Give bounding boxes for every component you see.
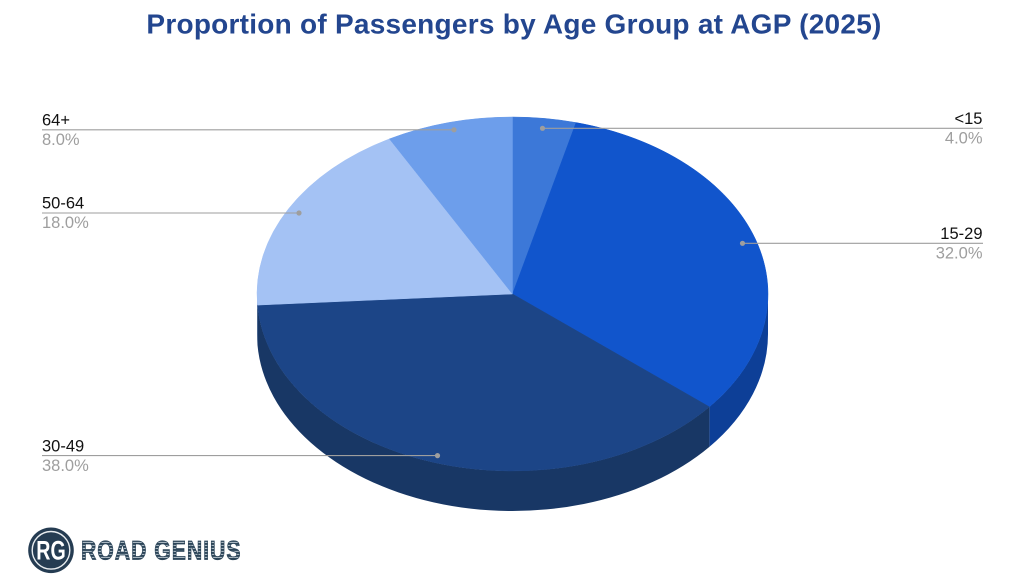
svg-text:38.0%: 38.0% (42, 457, 89, 475)
svg-text:8.0%: 8.0% (42, 131, 80, 149)
svg-text:15-29: 15-29 (940, 225, 982, 243)
svg-text:ROAD GENIUS: ROAD GENIUS (81, 536, 242, 566)
svg-text:4.0%: 4.0% (945, 130, 983, 148)
svg-text:<15: <15 (955, 110, 983, 128)
svg-text:50-64: 50-64 (42, 195, 84, 213)
svg-text:Proportion of Passengers by Ag: Proportion of Passengers by Age Group at… (146, 9, 881, 40)
svg-text:RG: RG (36, 536, 65, 566)
svg-text:32.0%: 32.0% (936, 245, 983, 263)
svg-text:30-49: 30-49 (42, 437, 84, 455)
svg-text:64+: 64+ (42, 112, 70, 130)
svg-text:18.0%: 18.0% (42, 214, 89, 232)
